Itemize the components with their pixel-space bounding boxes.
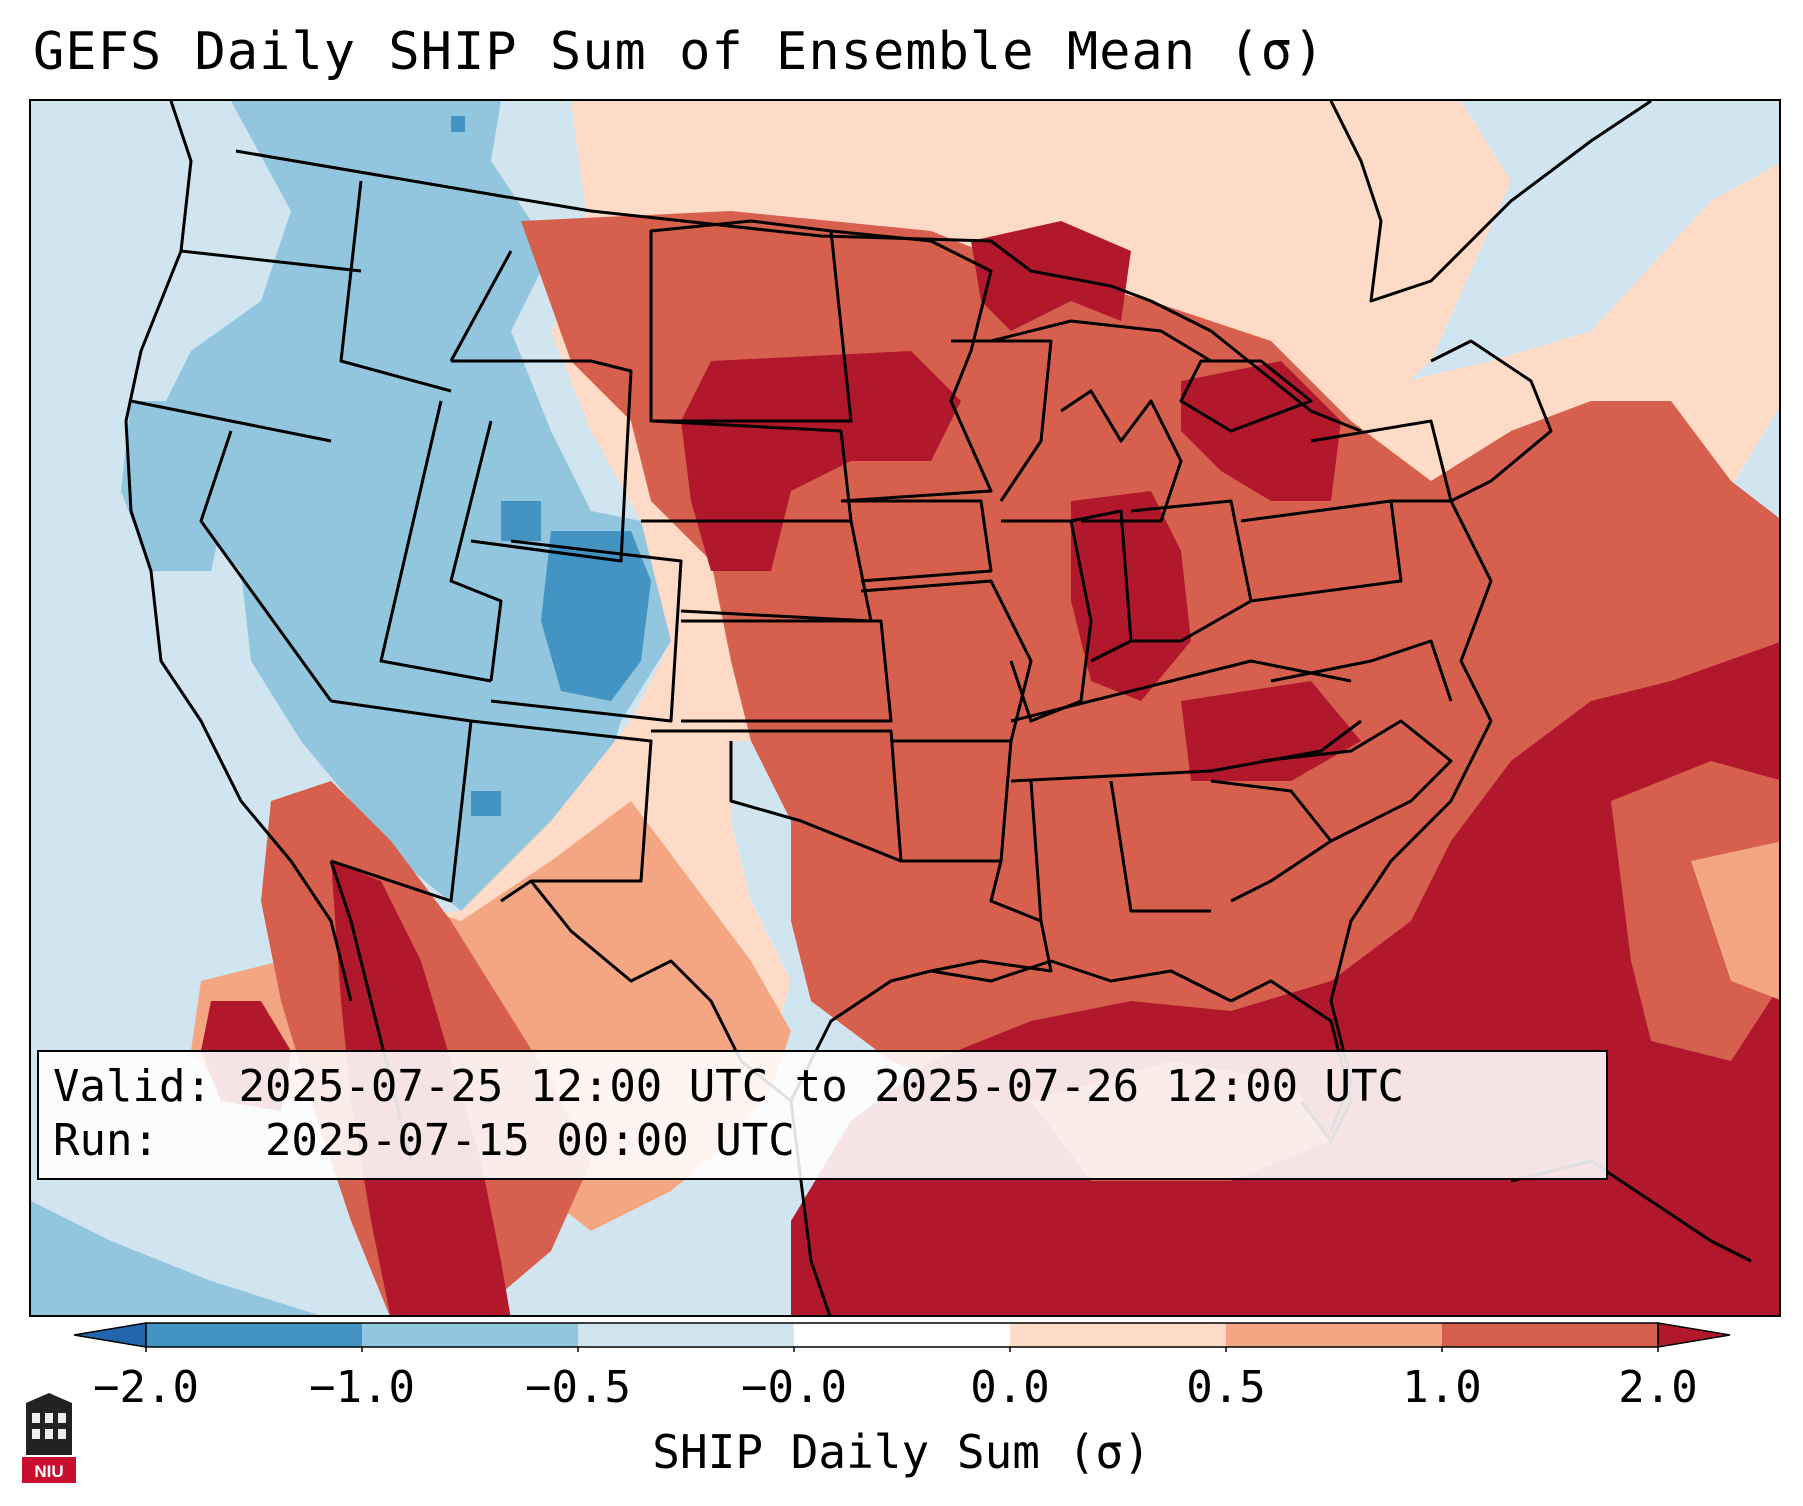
colorbar-tick-label: 2.0 [1618,1362,1698,1413]
colorbar-extend-low [73,1322,147,1348]
illinois [1001,519,1093,723]
minnesota [830,229,993,503]
colorbar-segment [578,1323,794,1347]
oklahoma [651,729,903,863]
colorbar-segment [362,1323,578,1347]
kansas [681,619,893,723]
valid-value: 2025-07-25 12:00 UTC to 2025-07-26 12:00… [238,1061,1405,1112]
region-offdomain [31,1201,319,1315]
pennsylvania [1240,499,1403,603]
colorbar-segment [146,1323,362,1347]
indiana [1070,509,1133,663]
colorbar-tick-label: 1.0 [1402,1362,1482,1413]
logo-text: NIU [34,1462,63,1481]
region-strong-neg-colorado [541,531,651,701]
virginia [1270,639,1453,702]
oregon-ca [130,399,332,443]
idaho-border [339,180,452,393]
region-neg-oregon-coast [121,401,231,571]
sd-ne [650,419,853,522]
nm-tx [470,719,653,903]
valid-label: Valid: [53,1061,212,1112]
region-neg-northwest [151,101,671,911]
colorbar-tick-label: 0.5 [1186,1362,1266,1413]
az-nm [330,699,473,903]
new-england [1430,339,1553,503]
nebraska [641,519,873,623]
gulf-coast [930,959,1232,1003]
valid-run-info-box: Valid: 2025-07-25 12:00 UTC to 2025-07-2… [37,1050,1608,1180]
colorbar-segment [1010,1323,1226,1347]
carolinas [1260,719,1453,843]
region-strong-pos-michigan [1181,361,1341,501]
canada-east [1329,101,1652,303]
montana-south [449,250,513,362]
utah-colorado [449,420,503,682]
niu-logo: NIU [22,1393,76,1483]
colorbar [73,1322,1731,1352]
oregon-wa [180,249,362,273]
iowa [841,499,993,583]
michigan-lower [1060,389,1183,523]
run-value: 2025-07-15 00:00 UTC [264,1115,795,1166]
canada-us-border [235,149,1362,433]
region-strong-neg-az [471,791,501,816]
wyoming-box [451,359,633,563]
region-strong-neg-utah [501,501,541,541]
region-mod-pos-atlantic-patch [1611,761,1779,1061]
colorbar-extend-high [1657,1322,1731,1348]
run-label: Run: [53,1115,159,1166]
colorbar-tick-label: 0.0 [970,1362,1050,1413]
kentucky-tn [1010,659,1352,723]
colorbar-tick-label: −1.0 [309,1362,415,1413]
east-coast [1329,500,1493,1132]
region-strong-neg-idaho [451,116,465,132]
colorbar-segment [1226,1323,1442,1347]
colorbar-outline [145,1322,1659,1348]
colorado-box [490,539,683,723]
colorbar-tick-label: −0.0 [741,1362,847,1413]
colorbar-tick-label: −0.5 [525,1362,631,1413]
dakotas [649,219,853,423]
colorbar-label: SHIP Daily Sum (σ) [652,1425,1151,1479]
new-york [1310,419,1453,503]
chart-title: GEFS Daily SHIP Sum of Ensemble Mean (σ) [33,22,1326,82]
michigan-upper [990,319,1212,363]
mississippi-alabama [1029,780,1211,922]
region-strong-pos-dakota [681,351,961,571]
wisconsin [951,339,1053,502]
colorbar-tick-label: −2.0 [93,1362,199,1413]
ca-nevada [199,430,333,702]
colorbar-segment [794,1323,1010,1347]
colorbar-segment [1442,1323,1658,1347]
great-lakes [1179,359,1313,433]
region-strong-pos-illinois [1071,491,1191,701]
nevada-utah [379,400,492,683]
region-weak-pos-atlantic-patch [1691,841,1779,1000]
